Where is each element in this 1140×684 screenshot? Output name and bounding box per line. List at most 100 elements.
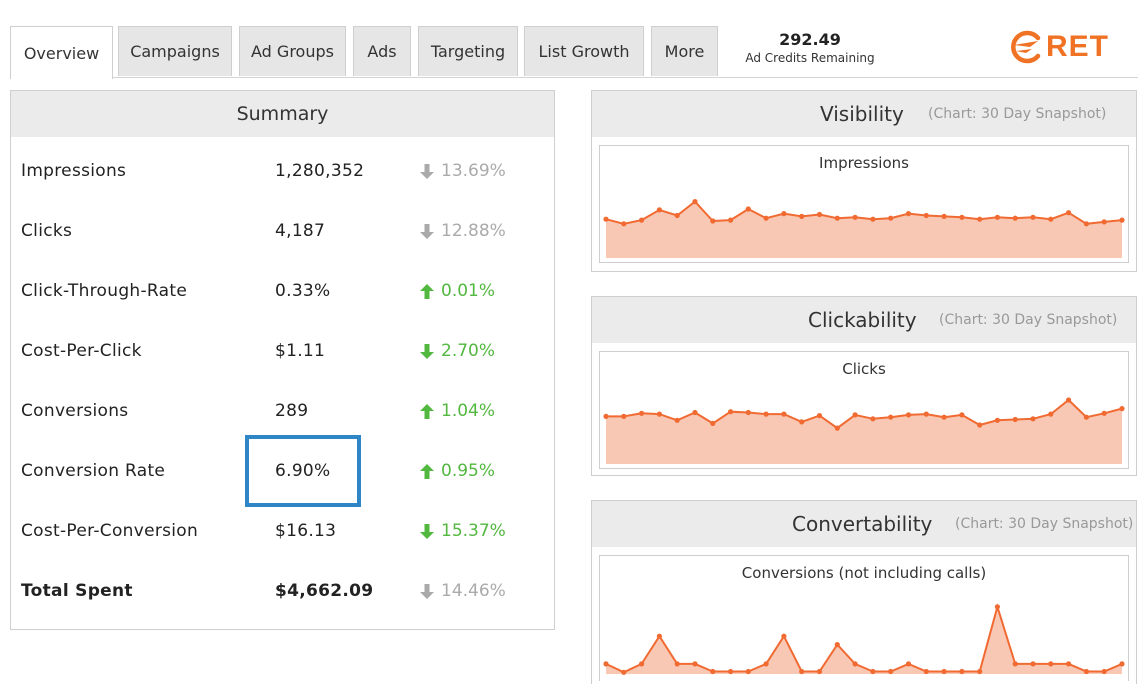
tab-campaigns[interactable]: Campaigns [118,26,232,76]
impressions-point-24[interactable] [1012,215,1018,221]
clicks-point-29[interactable] [1101,410,1107,416]
impressions-point-29[interactable] [1101,219,1107,225]
conversions-point-4[interactable] [656,633,662,639]
impressions-point-17[interactable] [888,215,894,221]
impressions-point-12[interactable] [799,213,805,219]
impressions-point-20[interactable] [941,213,947,219]
conversions-point-12[interactable] [799,668,805,675]
clicks-point-10[interactable] [763,411,769,417]
conversions-point-16[interactable] [870,668,876,675]
clicks-point-4[interactable] [656,411,662,417]
clicks-point-28[interactable] [1083,414,1089,420]
clicks-point-20[interactable] [941,414,947,420]
impressions-point-18[interactable] [905,211,912,217]
impressions-point-30[interactable] [1119,217,1125,223]
impressions-point-22[interactable] [977,216,983,222]
clicks-point-14[interactable] [834,425,840,431]
conversions-point-3[interactable] [639,661,645,667]
conversions-point-20[interactable] [941,668,947,675]
tab-list-growth[interactable]: List Growth [524,26,644,76]
tab-more[interactable]: More [651,26,718,76]
clicks-point-30[interactable] [1119,406,1125,412]
conversions-point-2[interactable] [621,669,627,675]
clicks-point-8[interactable] [728,409,734,415]
tab-ads[interactable]: Ads [353,26,411,76]
impressions-point-5[interactable] [674,212,680,219]
clicks-point-3[interactable] [639,410,645,416]
conversions-point-10[interactable] [763,661,769,667]
impressions-point-10[interactable] [763,215,769,221]
impressions-point-3[interactable] [639,217,645,223]
impressions-point-14[interactable] [834,215,840,221]
clicks-point-27[interactable] [1066,397,1072,403]
impressions-point-9[interactable] [745,206,751,212]
impressions-point-4[interactable] [656,207,662,213]
impressions-point-13[interactable] [816,211,823,218]
conversions-point-9[interactable] [745,668,751,675]
conversions-point-24[interactable] [1012,661,1018,667]
clicks-point-11[interactable] [781,411,787,417]
clicks-point-13[interactable] [816,413,823,419]
conversions-point-7[interactable] [710,668,716,675]
impressions-point-28[interactable] [1083,221,1089,227]
impressions-point-19[interactable] [923,212,929,219]
conversions-point-17[interactable] [888,668,894,675]
clicks-point-5[interactable] [674,417,680,423]
conversions-point-30[interactable] [1119,661,1125,667]
conversions-point-5[interactable] [674,661,680,667]
clicks-point-17[interactable] [888,414,894,420]
conversions-point-29[interactable] [1101,668,1107,675]
conversions-point-22[interactable] [977,668,983,675]
conversions-point-13[interactable] [816,668,823,675]
impressions-series-line [605,200,1123,225]
tab-ad-groups[interactable]: Ad Groups [239,26,346,76]
clicks-point-7[interactable] [710,420,716,426]
clicks-point-1[interactable] [603,413,609,419]
clicks-point-19[interactable] [923,411,929,417]
conversions-point-14[interactable] [834,642,840,648]
conversions-point-23[interactable] [994,604,1000,610]
conversions-point-25[interactable] [1030,661,1036,667]
impressions-point-1[interactable] [603,216,609,222]
impressions-point-6[interactable] [692,199,698,205]
clicks-point-24[interactable] [1012,416,1018,423]
impressions-point-26[interactable] [1048,216,1054,222]
conversions-point-19[interactable] [923,668,929,675]
metric-value: $4,662.09 [275,581,374,601]
tab-overview[interactable]: Overview [10,26,113,79]
conversions-point-21[interactable] [959,668,965,675]
conversions-point-15[interactable] [852,661,858,667]
conversions-point-18[interactable] [905,661,912,667]
impressions-point-8[interactable] [728,217,734,223]
impressions-point-27[interactable] [1066,210,1072,216]
clicks-point-16[interactable] [870,416,876,422]
clicks-point-6[interactable] [692,409,698,416]
conversions-point-27[interactable] [1066,661,1072,667]
clicks-point-26[interactable] [1048,411,1054,417]
clicks-point-12[interactable] [799,419,805,425]
conversions-point-1[interactable] [603,661,609,667]
impressions-point-16[interactable] [870,216,876,222]
impressions-point-2[interactable] [621,221,627,227]
impressions-point-23[interactable] [994,214,1000,220]
conversions-point-26[interactable] [1048,661,1054,667]
conversions-point-11[interactable] [781,633,787,639]
conversions-point-8[interactable] [728,668,734,675]
conversions-point-6[interactable] [692,661,698,667]
clicks-point-22[interactable] [977,422,983,428]
impressions-point-25[interactable] [1030,214,1036,220]
clicks-point-2[interactable] [621,413,627,419]
summary-row-conversions: Conversions 289 1.04% [11,381,554,441]
clicks-point-15[interactable] [852,412,858,418]
impressions-point-21[interactable] [959,214,965,220]
clicks-point-21[interactable] [959,412,965,418]
impressions-point-7[interactable] [710,218,716,224]
conversions-point-28[interactable] [1083,668,1089,675]
impressions-point-11[interactable] [781,211,787,217]
clicks-point-23[interactable] [994,417,1000,423]
clicks-point-25[interactable] [1030,416,1036,422]
clicks-point-9[interactable] [745,409,751,416]
clicks-point-18[interactable] [905,412,912,418]
impressions-point-15[interactable] [852,214,858,220]
tab-targeting[interactable]: Targeting [418,26,518,76]
